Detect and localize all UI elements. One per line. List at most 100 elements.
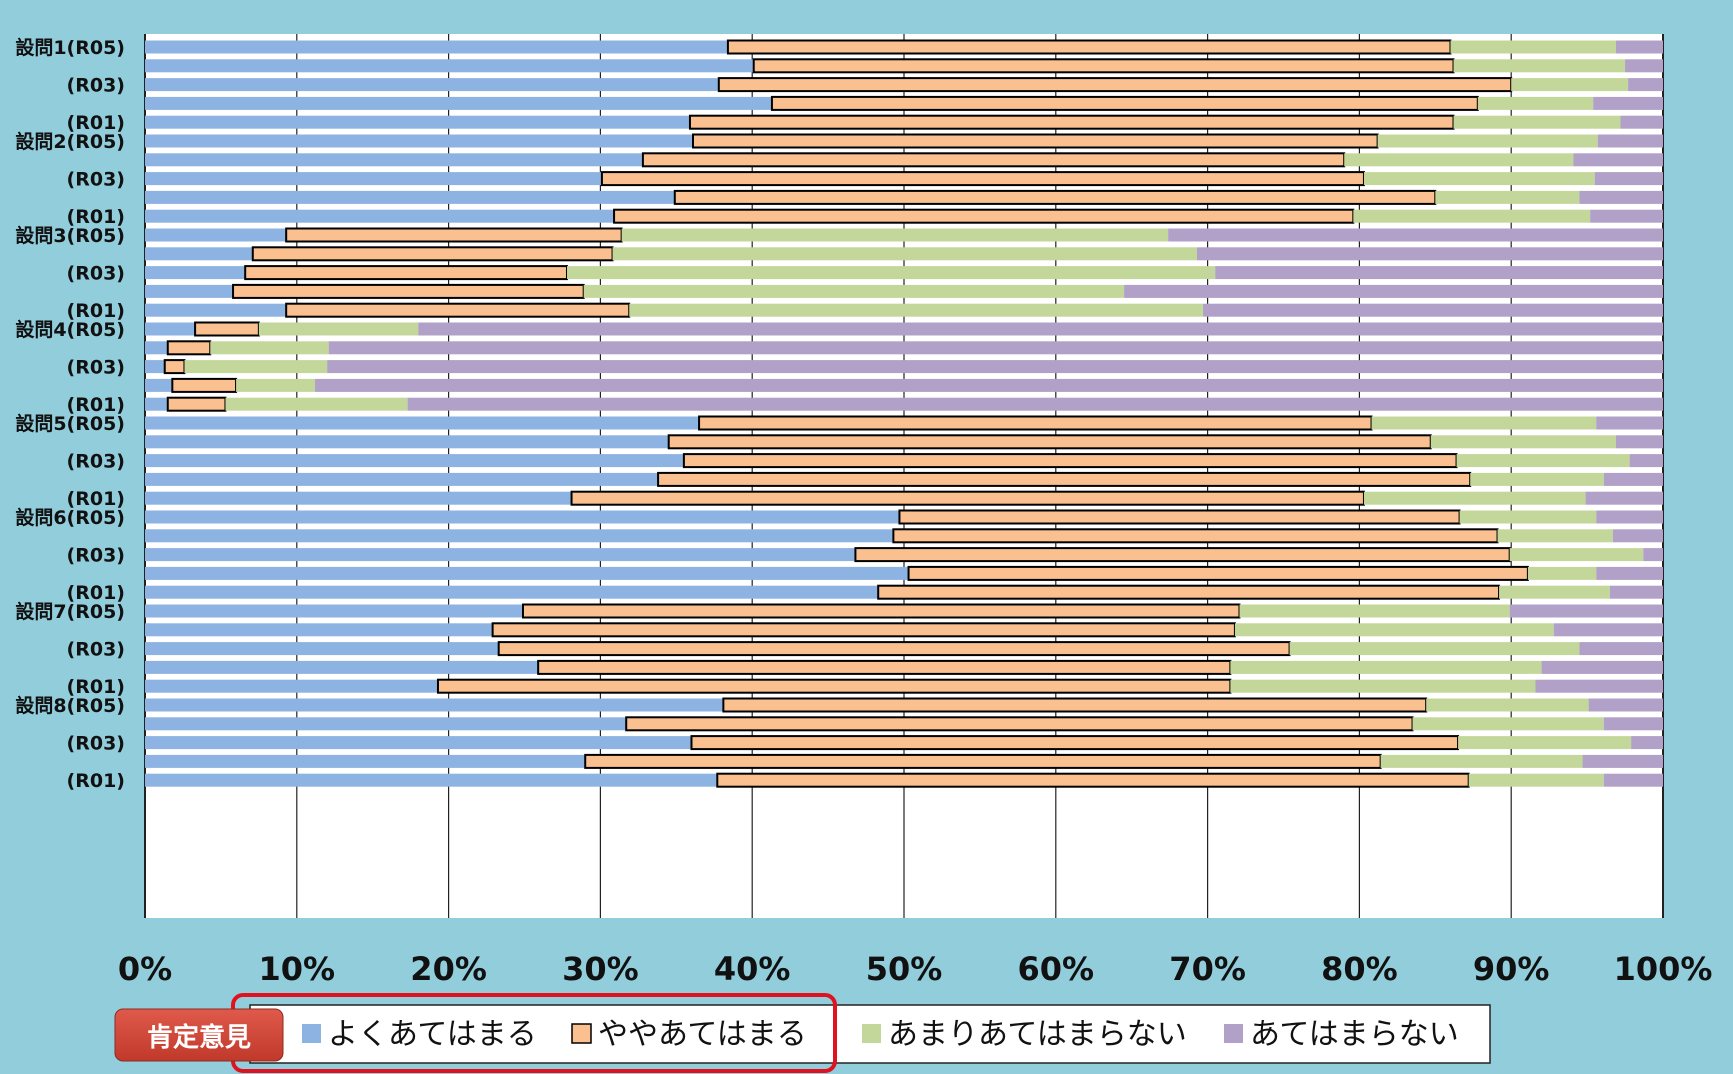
bar-segment [145, 247, 253, 261]
bar-segment [145, 190, 675, 204]
bar-segment [1509, 604, 1663, 618]
bar-segment [1603, 773, 1663, 787]
bar-segment [716, 772, 1470, 788]
x-tick-label: 50% [866, 950, 943, 988]
bar-segment [1596, 510, 1663, 524]
bar-segment [210, 341, 329, 355]
bar-segment [145, 153, 643, 167]
bar-segment [145, 134, 693, 148]
bar-segment [722, 697, 1428, 713]
bar-segment [600, 171, 1365, 187]
bar-segment [1353, 209, 1591, 223]
bar-segment [145, 548, 856, 562]
bar-segment [145, 454, 684, 468]
x-tick-label: 100% [1614, 950, 1713, 988]
bar-segment [1453, 59, 1626, 73]
x-axis-ticks: 0% 10% 20% 30% 40% 50% 60% 70% 80% 90% 100% [118, 950, 1713, 988]
bar-segment [1196, 247, 1663, 261]
bar-segment [1203, 303, 1663, 317]
bar-segment [1477, 96, 1594, 110]
bar-segment [1380, 754, 1583, 768]
bar-segment [717, 77, 1513, 93]
bar-segment [1629, 454, 1663, 468]
legend-swatch [1224, 1024, 1243, 1043]
bar-segment [145, 416, 700, 430]
bar-segment [145, 585, 879, 599]
bar-segment [1430, 435, 1616, 449]
x-tick-label: 30% [562, 950, 639, 988]
legend-label: あまりあてはまらない [888, 1017, 1187, 1052]
bar-segment [145, 341, 168, 355]
bar-segment [1527, 566, 1597, 580]
bar-segment [1628, 78, 1663, 92]
category-label: (R01) [67, 676, 125, 698]
bar-segment [1615, 435, 1663, 449]
bar-segment [315, 378, 1663, 392]
bar-segment [145, 284, 234, 298]
bar-segment [537, 659, 1232, 675]
bar-segment [1289, 642, 1580, 656]
bar-segment [612, 247, 1197, 261]
bar-segment [145, 491, 572, 505]
bar-segment [1596, 416, 1663, 430]
bar-segment [145, 322, 196, 336]
bar-segment [892, 528, 1499, 544]
bar-segment [1363, 172, 1595, 186]
bar-segment [491, 622, 1236, 638]
bar-segment [1509, 548, 1644, 562]
bar-segment [1593, 96, 1663, 110]
category-label: (R03) [67, 169, 125, 191]
x-tick-label: 70% [1169, 950, 1246, 988]
bar-segment [145, 679, 438, 693]
x-tick-label: 60% [1018, 950, 1095, 988]
bar-segment [673, 189, 1437, 205]
legend-swatch [302, 1024, 321, 1043]
badge [114, 1008, 284, 1062]
bar-segment [1597, 134, 1663, 148]
bar-segment [145, 736, 692, 750]
bar-segment [688, 114, 1455, 130]
bar-segment [1582, 754, 1663, 768]
bar-segment [907, 565, 1529, 581]
bar-segment [251, 246, 614, 262]
bar-segment [232, 283, 585, 299]
category-label: (R01) [67, 394, 125, 416]
bar-segment [1603, 472, 1663, 486]
bar-segment [1553, 623, 1663, 637]
bar-segment [1541, 660, 1663, 674]
bar-segment [629, 303, 1204, 317]
bar-segment [171, 377, 238, 393]
x-tick-label: 10% [259, 950, 336, 988]
bar-segment [145, 303, 287, 317]
bar-segment [145, 529, 894, 543]
bar-segment [436, 678, 1232, 694]
category-label: (R03) [67, 451, 125, 473]
category-label: (R03) [67, 357, 125, 379]
bar-segment [770, 95, 1479, 111]
bar-segment [898, 509, 1461, 525]
category-label: (R01) [67, 582, 125, 604]
bar-segment [1344, 153, 1574, 167]
bar-segment [1470, 472, 1604, 486]
x-tick-label: 20% [410, 950, 487, 988]
category-label: 設問5(R05) [15, 412, 125, 435]
bar-segment [1459, 510, 1597, 524]
x-tick-label: 0% [118, 950, 172, 988]
bar-segment [1412, 717, 1604, 731]
category-label: (R01) [67, 206, 125, 228]
category-labels: 設問1(R05)(R03)(R01)設問2(R05)(R03)(R01)設問3(… [15, 36, 125, 792]
category-label: (R01) [67, 112, 125, 134]
bar-segment [1230, 660, 1542, 674]
bar-segment [184, 360, 328, 374]
bar-segment [1435, 190, 1580, 204]
bar-segment [1499, 585, 1610, 599]
bar-segment [854, 547, 1511, 563]
bar-segment [1239, 604, 1510, 618]
bar-segment [1603, 717, 1663, 731]
bar-segment [163, 359, 186, 375]
bar-segment [657, 471, 1472, 487]
bar-segment [1612, 529, 1663, 543]
bar-segment [327, 360, 1663, 374]
